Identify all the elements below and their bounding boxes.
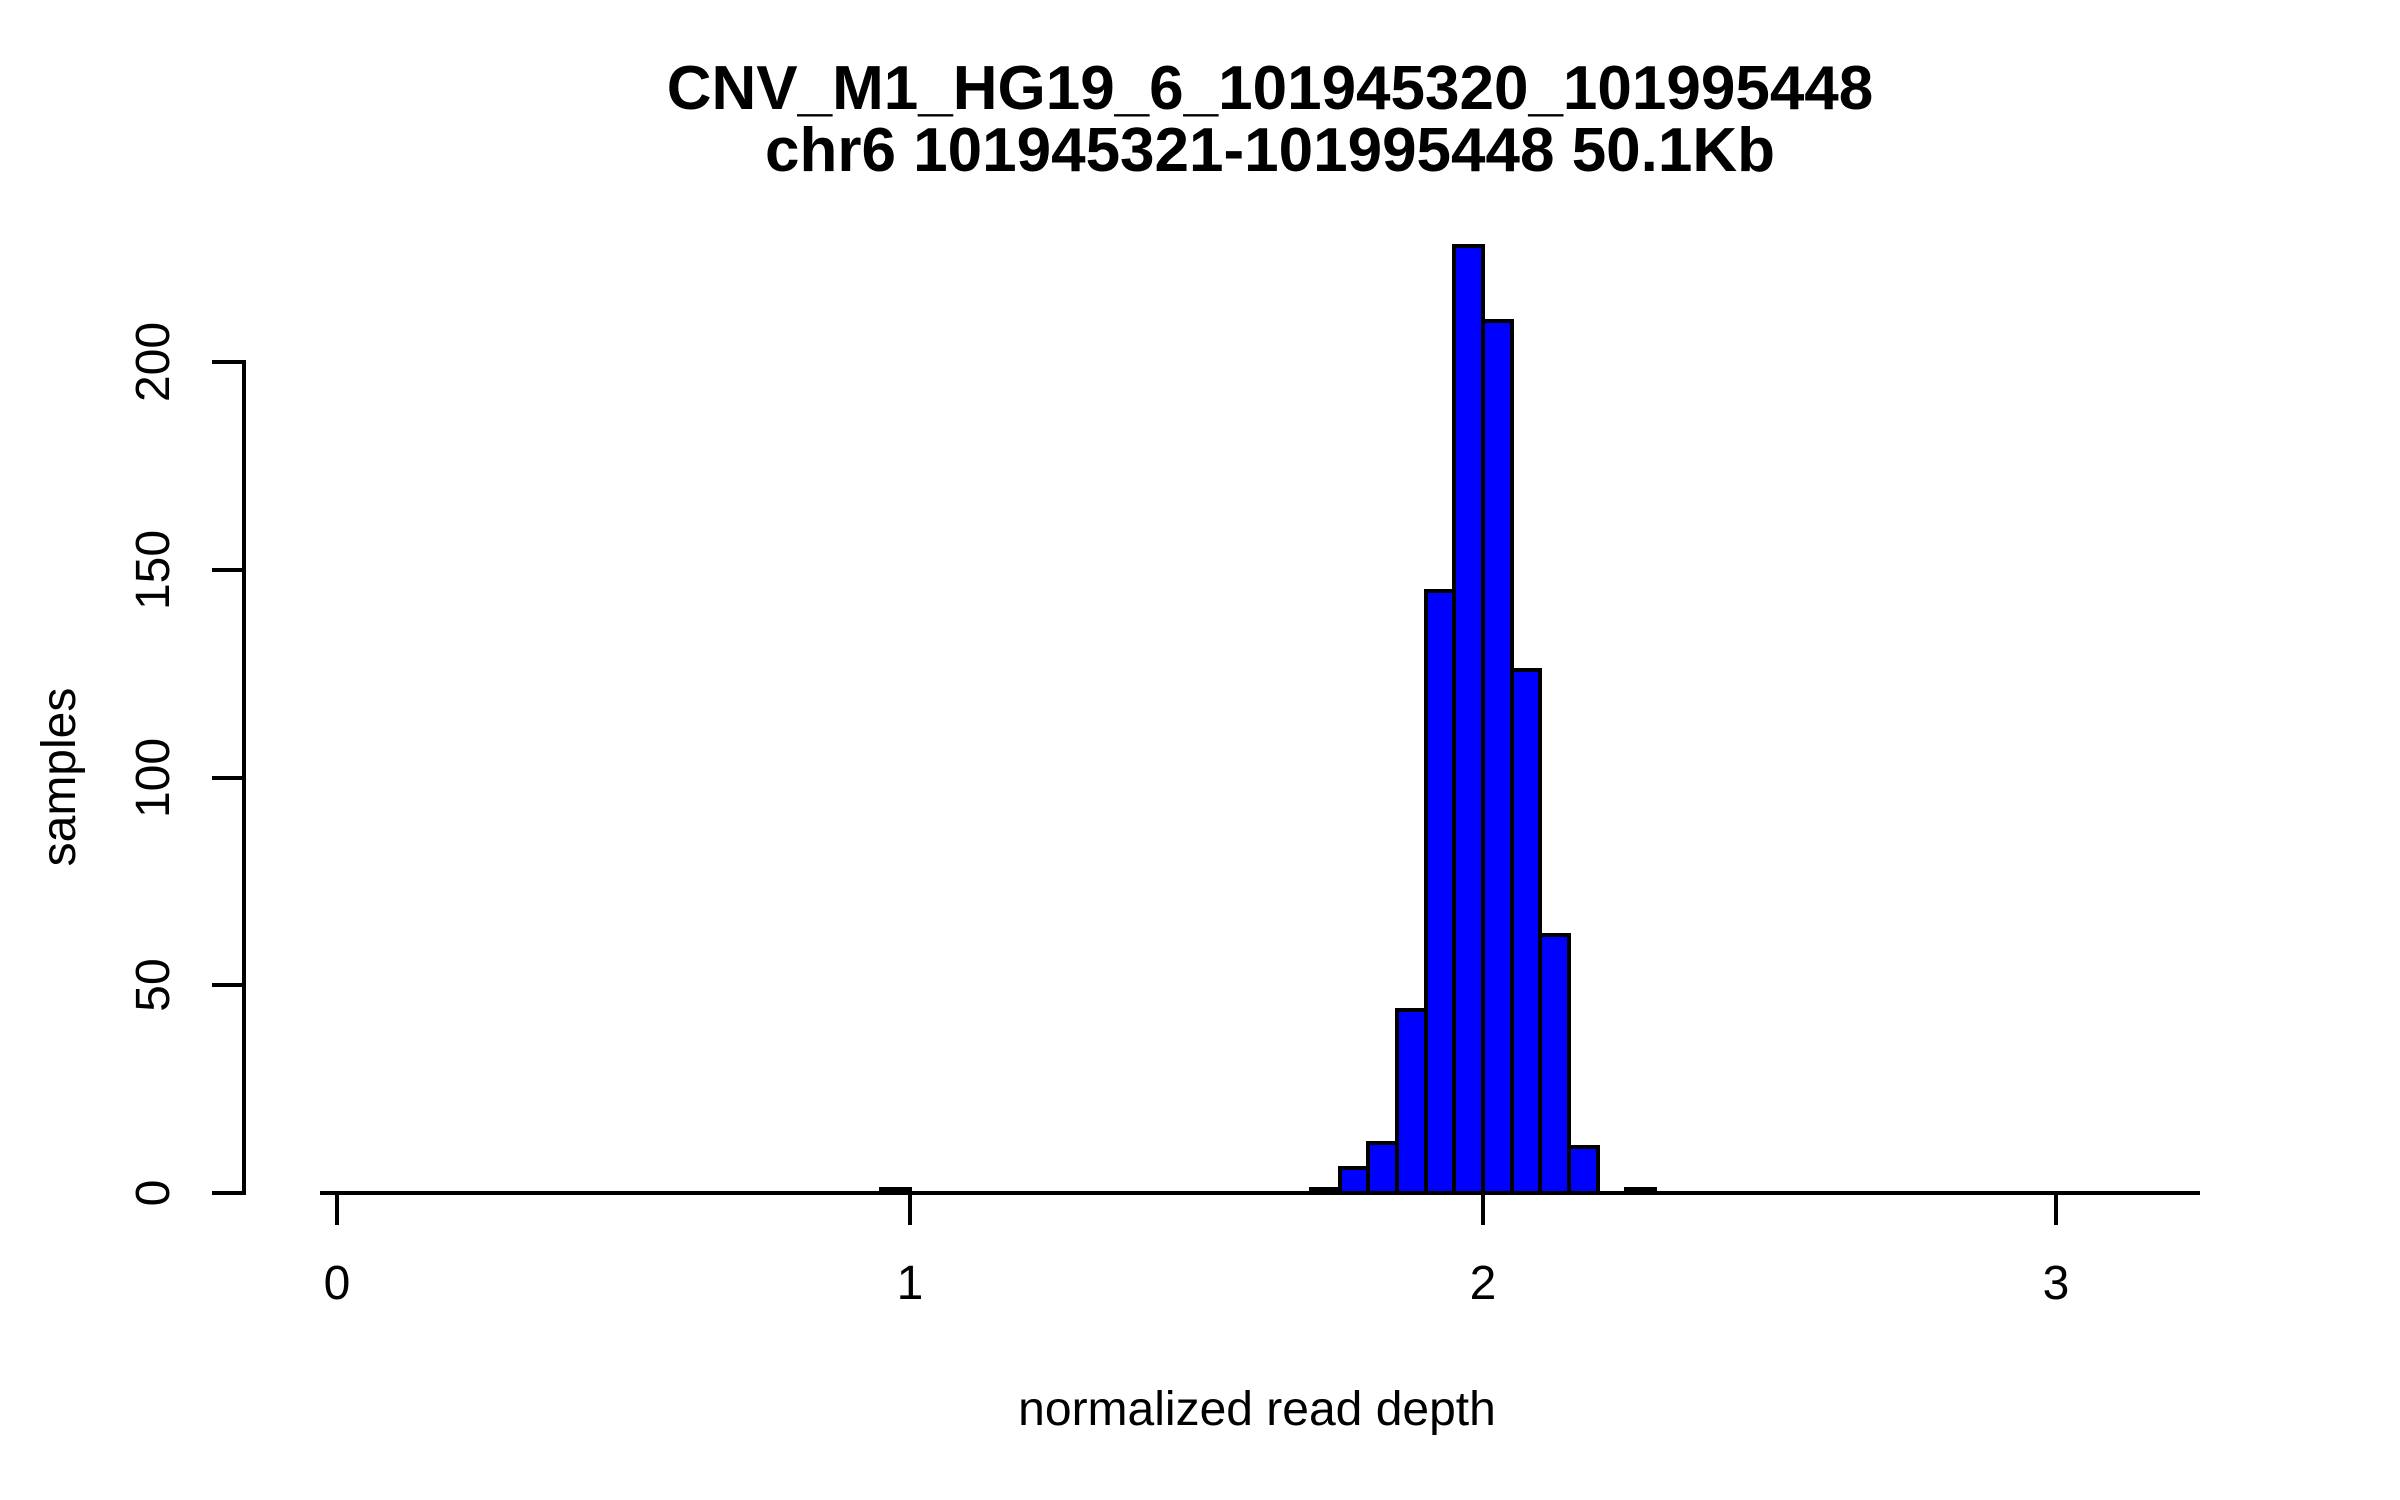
x-axis-tick-label: 0 <box>323 1257 351 1310</box>
y-axis-tick <box>212 360 244 365</box>
y-axis-tick-label: 200 <box>127 322 180 403</box>
x-axis-tick-label: 3 <box>2042 1257 2070 1310</box>
y-axis-title: samples <box>33 687 86 867</box>
x-axis-tick <box>1481 1193 1485 1225</box>
x-axis-tick <box>908 1193 912 1225</box>
y-axis-tick-label: 150 <box>127 529 180 610</box>
x-axis-tick-label: 2 <box>1469 1257 1497 1310</box>
y-axis-tick <box>212 567 244 572</box>
y-axis-tick <box>212 983 244 988</box>
y-axis-tick <box>212 1191 244 1195</box>
histogram-bar <box>1337 1166 1371 1195</box>
y-axis-line <box>242 360 246 1195</box>
chart-title-line2: chr6 101945321-101995448 50.1Kb <box>764 116 1776 185</box>
y-axis-tick-label: 100 <box>127 737 180 818</box>
histogram-bar <box>1566 1145 1600 1195</box>
y-axis-tick-label: 0 <box>127 1179 180 1207</box>
y-axis-tick-label: 50 <box>127 958 180 1012</box>
x-axis-line <box>320 1191 2200 1195</box>
y-axis-tick <box>212 775 244 780</box>
histogram-bar <box>1509 667 1543 1195</box>
x-axis-title: normalized read depth <box>1018 1383 1496 1436</box>
x-axis-tick <box>2054 1193 2058 1225</box>
x-axis-tick-label: 1 <box>896 1257 924 1310</box>
histogram-bar <box>1538 933 1571 1195</box>
chart-title: CNV_M1_HG19_6_101945320_101995448 chr6 1… <box>170 58 2370 182</box>
x-axis-tick <box>335 1193 339 1225</box>
chart-title-line1: CNV_M1_HG19_6_101945320_101995448 <box>666 54 1874 123</box>
